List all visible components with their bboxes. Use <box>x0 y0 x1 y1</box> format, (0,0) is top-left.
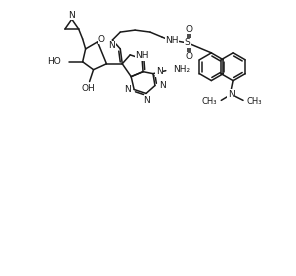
Text: N: N <box>68 11 75 20</box>
Text: NH: NH <box>135 51 149 60</box>
Text: O: O <box>98 34 105 44</box>
Text: N: N <box>109 41 115 51</box>
Text: OH: OH <box>82 84 96 93</box>
Text: N: N <box>156 67 163 76</box>
Text: N: N <box>228 90 234 99</box>
Text: O: O <box>185 52 192 61</box>
Text: N: N <box>143 96 149 105</box>
Text: N: N <box>124 85 131 94</box>
Text: NH₂: NH₂ <box>173 65 190 74</box>
Text: S: S <box>185 38 190 47</box>
Text: NH: NH <box>165 36 178 46</box>
Text: CH₃: CH₃ <box>202 97 217 106</box>
Text: N: N <box>159 81 166 90</box>
Text: HO: HO <box>47 57 61 66</box>
Text: CH₃: CH₃ <box>247 97 263 106</box>
Text: O: O <box>185 25 192 34</box>
